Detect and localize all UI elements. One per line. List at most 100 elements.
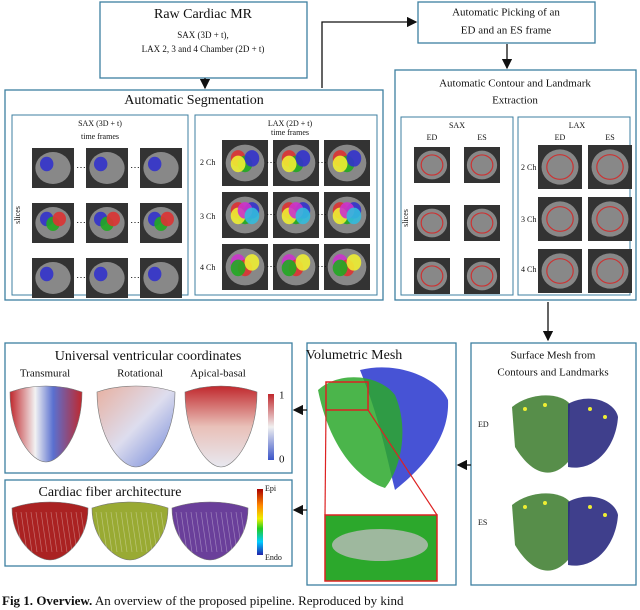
fiber (220, 511, 228, 553)
volumetric-title: Volumetric Mesh (306, 348, 403, 363)
fiber (125, 511, 133, 553)
segment (244, 207, 260, 225)
picking-line: Automatic Picking of an (452, 7, 560, 19)
heart-mesh (91, 501, 169, 561)
fiber (145, 511, 153, 553)
contour (546, 154, 574, 180)
arrow (321, 16, 418, 88)
landmark (523, 505, 527, 509)
fiber (15, 511, 23, 553)
fiber (20, 511, 28, 553)
mri-tissue (143, 152, 179, 184)
ellipsis: ⋯ (130, 162, 140, 173)
contour (470, 212, 494, 234)
contour (420, 154, 444, 176)
fiber (140, 511, 148, 553)
fiber (80, 511, 88, 553)
contour-lax-row: 3 Ch (521, 215, 536, 224)
surface-lv (512, 493, 570, 571)
fiber (75, 511, 83, 553)
seg-lax-row: 4 Ch (200, 263, 215, 272)
segment (93, 266, 108, 282)
mesh-lv (318, 377, 403, 488)
seg-sax-time: time frames (81, 132, 119, 141)
mri-tissue (89, 152, 125, 184)
contour (546, 206, 574, 232)
contour-title: Extraction (492, 95, 538, 107)
zoom-line (324, 409, 327, 516)
seg-title: Automatic Segmentation (124, 93, 264, 108)
fiber-colorbar-bottom: Endo (265, 553, 282, 562)
segment (93, 156, 108, 172)
zoom-cavity (332, 529, 428, 561)
mri-tissue (35, 152, 71, 184)
seg-lax-time: time frames (271, 128, 309, 137)
segment (39, 266, 54, 282)
seg-lax-row: 3 Ch (200, 212, 215, 221)
contour-lax-row: 2 Ch (521, 163, 536, 172)
ellipsis: ⋯ (130, 272, 140, 283)
zoom-line (367, 409, 438, 516)
segment (244, 254, 260, 271)
contour (596, 154, 624, 180)
caption-label: Fig 1. (2, 593, 33, 608)
fiber (240, 511, 248, 553)
segment (346, 254, 362, 271)
segment (106, 211, 121, 227)
surface-frame: ES (478, 518, 487, 527)
contour-lax-title: LAX (569, 121, 586, 130)
uvc-panel: Rotational (117, 368, 163, 380)
seg-lax-row: 2 Ch (200, 158, 215, 167)
landmark (523, 407, 527, 411)
fiber (30, 511, 38, 553)
contour-lax-col: ES (605, 133, 614, 142)
segment (39, 156, 54, 172)
segment (160, 211, 175, 227)
contour (596, 258, 624, 284)
heart-mesh (96, 385, 176, 468)
contour (470, 154, 494, 176)
fiber (110, 511, 118, 553)
fiber (235, 511, 243, 553)
surface-lv (512, 395, 570, 473)
fiber (100, 511, 108, 553)
surface-frame: ED (478, 420, 489, 429)
fiber (55, 511, 63, 553)
picking-line: ED and an ES frame (461, 25, 552, 37)
uvc-colorbar-max: 1 (279, 390, 285, 402)
landmark (588, 505, 592, 509)
segment (332, 259, 348, 277)
raw-title: Raw Cardiac MR (154, 7, 253, 22)
surface-title: Surface Mesh from (511, 350, 596, 362)
heart-mesh (11, 501, 89, 561)
segment (230, 259, 246, 277)
uvc-panel: Transmural (20, 368, 70, 380)
contour-title: Automatic Contour and Landmark (439, 78, 591, 90)
fiber (60, 511, 68, 553)
seg-sax-slices: slices (13, 206, 22, 224)
raw-line: SAX (3D + t), (177, 30, 229, 40)
fiber (160, 511, 168, 553)
fiber (205, 511, 213, 553)
segment (52, 211, 67, 227)
fiber (95, 511, 103, 553)
fiber (175, 511, 183, 553)
fiber-title: Cardiac fiber architecture (38, 485, 181, 500)
raw-mr-box (99, 1, 308, 79)
fiber (135, 511, 143, 553)
seg-lax-title: LAX (2D + t) (268, 119, 313, 128)
fiber (120, 511, 128, 553)
uvc-colorbar-min: 0 (279, 454, 285, 466)
landmark (588, 407, 592, 411)
ellipsis: ⋯ (76, 217, 86, 228)
raw-line: LAX 2, 3 and 4 Chamber (2D + t) (142, 44, 265, 54)
fiber (185, 511, 193, 553)
segment (346, 207, 362, 225)
fiber (35, 511, 43, 553)
fiber (115, 511, 123, 553)
ellipsis: ⋯ (317, 209, 327, 220)
mri-tissue (143, 262, 179, 294)
surface-title: Contours and Landmarks (497, 367, 608, 379)
ellipsis: ⋯ (266, 261, 276, 272)
caption-bold: Overview. (36, 593, 92, 608)
